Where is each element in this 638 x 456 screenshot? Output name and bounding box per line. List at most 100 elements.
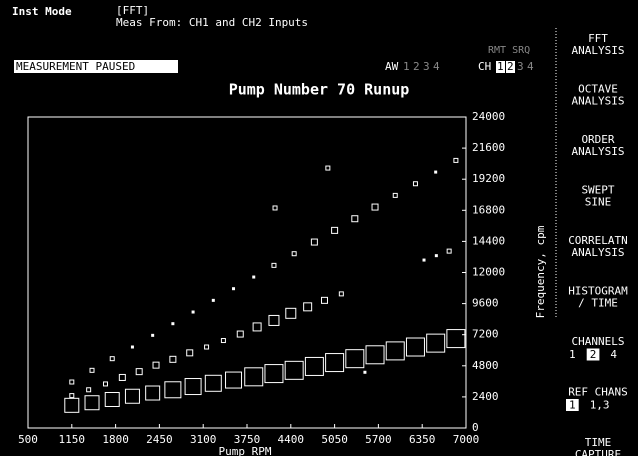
softkey-option: 1 (569, 348, 576, 361)
data-square (135, 368, 143, 376)
data-square (86, 387, 92, 393)
ch-option: 3 (517, 60, 524, 73)
softkey-option-highlight (566, 399, 579, 411)
x-tick-label: 3100 (190, 433, 217, 446)
y-tick-label: 9600 (472, 297, 499, 310)
x-tick-label: 4400 (278, 433, 305, 446)
x-axis-label: Pump RPM (219, 445, 272, 456)
x-tick-label: 1150 (59, 433, 86, 446)
data-square (145, 385, 161, 401)
data-square (204, 374, 222, 392)
softkey-label: / TIME (578, 297, 618, 310)
x-tick-label: 5700 (365, 433, 392, 446)
data-square (109, 356, 115, 362)
data-square (102, 381, 108, 387)
data-square (365, 345, 385, 365)
softkey-label: CHANNELS (572, 335, 625, 348)
aw-label: AW (385, 60, 399, 73)
data-square (412, 181, 418, 187)
data-square (338, 291, 344, 297)
ch-highlight (506, 61, 515, 73)
data-square (320, 296, 328, 304)
aw-option: 1 (403, 60, 410, 73)
x-tick-label: 1800 (102, 433, 129, 446)
data-square (434, 170, 438, 174)
aw-option: 4 (433, 60, 440, 73)
data-square (151, 333, 155, 337)
y-tick-label: 7200 (472, 328, 499, 341)
data-square (186, 349, 194, 357)
data-square (152, 361, 160, 369)
softkey-label: REF CHANS (568, 386, 628, 399)
status-box (14, 60, 178, 73)
data-square (272, 205, 278, 211)
data-square (204, 344, 210, 350)
softkey-label: TIME (585, 436, 612, 449)
softkey-label: SWEPT (581, 184, 614, 197)
data-square (236, 330, 244, 338)
data-square (211, 298, 215, 302)
ch-option: 2 (507, 60, 514, 73)
softkey-label: ANALYSIS (572, 95, 625, 108)
data-square (130, 345, 134, 349)
data-square (405, 337, 425, 357)
data-square (426, 333, 446, 353)
softkey-label: FFT (588, 32, 608, 45)
y-tick-label: 21600 (472, 141, 505, 154)
data-square (84, 395, 100, 411)
data-square (345, 349, 365, 369)
y-tick-label: 16800 (472, 203, 505, 216)
mode-label: Inst Mode (12, 5, 72, 18)
y-tick-label: 12000 (472, 266, 505, 279)
data-square (244, 367, 264, 387)
ch-label: CH (478, 60, 491, 73)
ch-highlight (496, 61, 505, 73)
data-square (371, 203, 379, 211)
ch-option: 4 (527, 60, 534, 73)
data-square (271, 262, 277, 268)
y-tick-label: 14400 (472, 234, 505, 247)
meas-from: Meas From: CH1 and CH2 Inputs (116, 16, 308, 29)
data-square (285, 307, 297, 319)
data-square (89, 367, 95, 373)
data-square (434, 254, 438, 258)
x-tick-label: 6350 (409, 433, 436, 446)
x-tick-label: 5050 (321, 433, 348, 446)
softkey-option: 1,3 (590, 399, 610, 412)
y-tick-label: 4800 (472, 359, 499, 372)
softkey-label: ANALYSIS (572, 246, 625, 259)
softkey-label: OCTAVE (578, 83, 618, 96)
y-tick-label: 2400 (472, 390, 499, 403)
data-square (422, 258, 426, 262)
x-tick-label: 3750 (234, 433, 261, 446)
x-tick-label: 500 (18, 433, 38, 446)
data-square (118, 373, 126, 381)
softkey-label: HISTOGRAM (568, 285, 628, 298)
data-square (310, 238, 318, 246)
data-square (284, 360, 304, 380)
softkey-label: CAPTURE (575, 448, 621, 456)
y-tick-label: 19200 (472, 172, 505, 185)
data-square (104, 391, 120, 407)
y-tick-label: 0 (472, 421, 479, 434)
aw-option: 3 (423, 60, 430, 73)
data-square (164, 381, 182, 399)
data-square (446, 248, 452, 254)
x-tick-label: 7000 (453, 433, 480, 446)
softkey-option: 2 (590, 348, 597, 361)
data-square (124, 388, 140, 404)
data-square (363, 370, 367, 374)
data-square (264, 364, 284, 384)
data-square (252, 275, 256, 279)
data-square (225, 371, 243, 389)
data-square (184, 378, 202, 396)
data-square (351, 215, 359, 223)
data-square (169, 355, 177, 363)
data-square (392, 192, 398, 198)
x-tick-label: 2450 (146, 433, 173, 446)
softkey-label: SINE (585, 196, 612, 209)
data-square (171, 322, 175, 326)
softkey-label: ANALYSIS (572, 145, 625, 158)
